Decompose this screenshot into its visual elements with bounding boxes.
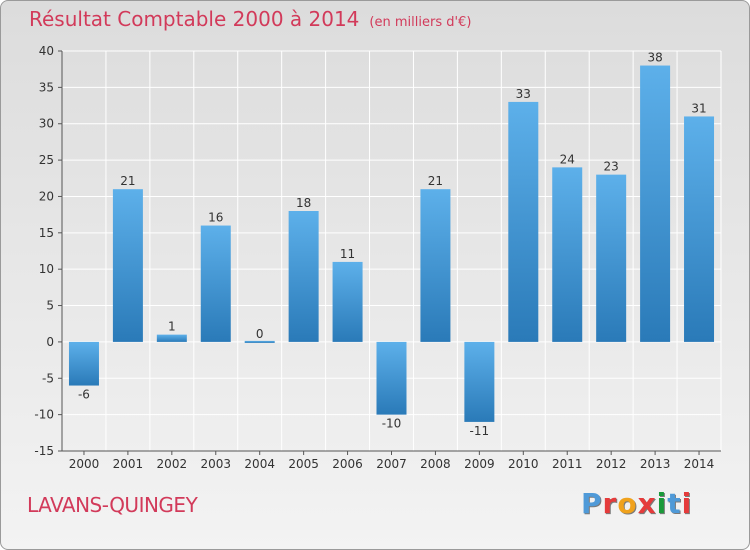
x-tick-label: 2011 (552, 457, 583, 471)
x-tick-label: 2013 (640, 457, 671, 471)
x-tick-label: 2012 (596, 457, 627, 471)
y-tick-label: -5 (42, 371, 54, 385)
y-tick-label: 30 (39, 117, 54, 131)
x-tick-label: 2008 (420, 457, 451, 471)
bar (288, 211, 319, 342)
y-tick-label: -10 (34, 408, 54, 422)
chart-title: Résultat Comptable 2000 à 2014 (en millie… (29, 7, 471, 31)
y-tick-label: 40 (39, 44, 54, 58)
value-label: -6 (78, 388, 90, 402)
value-label: 18 (296, 196, 311, 210)
logo-letter: r (602, 487, 618, 520)
bar (112, 189, 143, 342)
logo-letter: t (667, 487, 682, 520)
value-label: 33 (516, 87, 531, 101)
bar (332, 261, 363, 342)
bar (552, 167, 583, 342)
bar (244, 340, 275, 343)
x-tick-label: 2001 (113, 457, 144, 471)
commune-name: LAVANS-QUINGEY (27, 493, 198, 517)
bars (68, 65, 715, 422)
value-label: 38 (647, 51, 662, 65)
bar (156, 334, 187, 342)
x-tick-label: 2005 (288, 457, 319, 471)
bar (508, 101, 539, 342)
bar (640, 65, 671, 342)
logo-letter: x (637, 487, 657, 520)
logo-letter: P (581, 487, 603, 520)
value-label: 11 (340, 247, 355, 261)
value-label: -11 (470, 424, 490, 438)
y-tick-label: -15 (34, 444, 54, 458)
bar (376, 341, 407, 415)
logo-letter: o (617, 487, 638, 520)
x-tick-label: 2007 (376, 457, 407, 471)
x-tick-label: 2014 (684, 457, 715, 471)
x-tick-label: 2010 (508, 457, 539, 471)
x-tick-label: 2002 (157, 457, 188, 471)
y-tick-label: 15 (39, 226, 54, 240)
value-label: 23 (604, 160, 619, 174)
y-tick-label: 25 (39, 153, 54, 167)
x-tick-label: 2000 (69, 457, 100, 471)
logo-letter: i (681, 487, 693, 520)
value-label: -10 (382, 417, 402, 431)
value-label: 24 (560, 152, 575, 166)
bar (200, 225, 231, 342)
bar (420, 189, 451, 342)
value-label: 31 (691, 101, 706, 115)
value-label: 21 (428, 174, 443, 188)
y-tick-label: 10 (39, 262, 54, 276)
proxiti-logo[interactable]: Proxiti (581, 487, 692, 520)
value-labels: -6 21 1 16 0 18 11 -10 21 -11 33 24 23 38 31 (78, 51, 707, 438)
chart-unit: (en milliers d'€) (369, 15, 472, 30)
bar (464, 341, 495, 422)
bar (68, 341, 99, 386)
chart-title-text: Résultat Comptable 2000 à 2014 (29, 7, 360, 31)
bar (596, 174, 627, 342)
x-tick-label: 2006 (332, 457, 363, 471)
y-tick-label: 35 (39, 80, 54, 94)
x-tick-label: 2004 (244, 457, 275, 471)
logo-letter: i (656, 487, 668, 520)
value-label: 21 (120, 174, 135, 188)
value-label: 1 (168, 320, 176, 334)
value-label: 0 (256, 327, 264, 341)
x-tick-label: 2003 (200, 457, 231, 471)
y-tick-label: 20 (39, 189, 54, 203)
y-tick-label: 0 (46, 335, 54, 349)
value-label: 16 (208, 211, 223, 225)
y-tick-label: 5 (46, 299, 54, 313)
x-tick-label: 2009 (464, 457, 495, 471)
bar (684, 116, 715, 342)
